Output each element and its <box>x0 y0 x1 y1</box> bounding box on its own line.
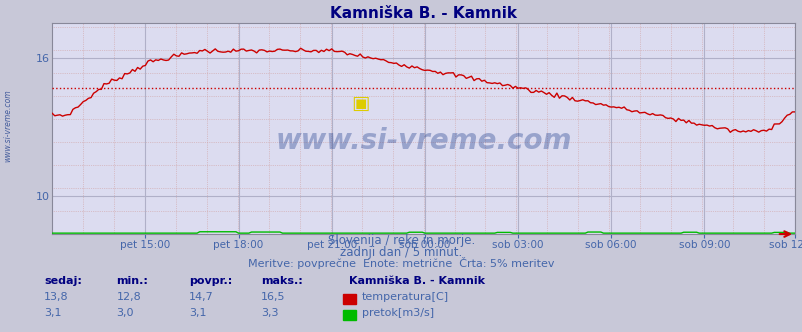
Text: sedaj:: sedaj: <box>44 276 82 286</box>
Text: 3,1: 3,1 <box>188 308 206 318</box>
Text: 12,8: 12,8 <box>116 292 141 302</box>
Text: www.si-vreme.com: www.si-vreme.com <box>3 90 12 162</box>
Text: 3,0: 3,0 <box>116 308 134 318</box>
Text: Slovenija / reke in morje.: Slovenija / reke in morje. <box>327 234 475 247</box>
Text: Kamniška B. - Kamnik: Kamniška B. - Kamnik <box>349 276 484 286</box>
Text: maks.:: maks.: <box>261 276 302 286</box>
Text: www.si-vreme.com: www.si-vreme.com <box>275 127 571 155</box>
Text: min.:: min.: <box>116 276 148 286</box>
Title: Kamniška B. - Kamnik: Kamniška B. - Kamnik <box>330 6 516 21</box>
Text: 14,7: 14,7 <box>188 292 213 302</box>
Text: Meritve: povprečne  Enote: metrične  Črta: 5% meritev: Meritve: povprečne Enote: metrične Črta:… <box>248 257 554 269</box>
Text: pretok[m3/s]: pretok[m3/s] <box>362 308 434 318</box>
Text: 13,8: 13,8 <box>44 292 69 302</box>
Text: povpr.:: povpr.: <box>188 276 232 286</box>
Text: ▣: ▣ <box>350 94 369 113</box>
Text: 3,3: 3,3 <box>261 308 278 318</box>
Text: zadnji dan / 5 minut.: zadnji dan / 5 minut. <box>340 246 462 259</box>
Text: 16,5: 16,5 <box>261 292 286 302</box>
Text: 3,1: 3,1 <box>44 308 62 318</box>
Text: temperatura[C]: temperatura[C] <box>362 292 448 302</box>
